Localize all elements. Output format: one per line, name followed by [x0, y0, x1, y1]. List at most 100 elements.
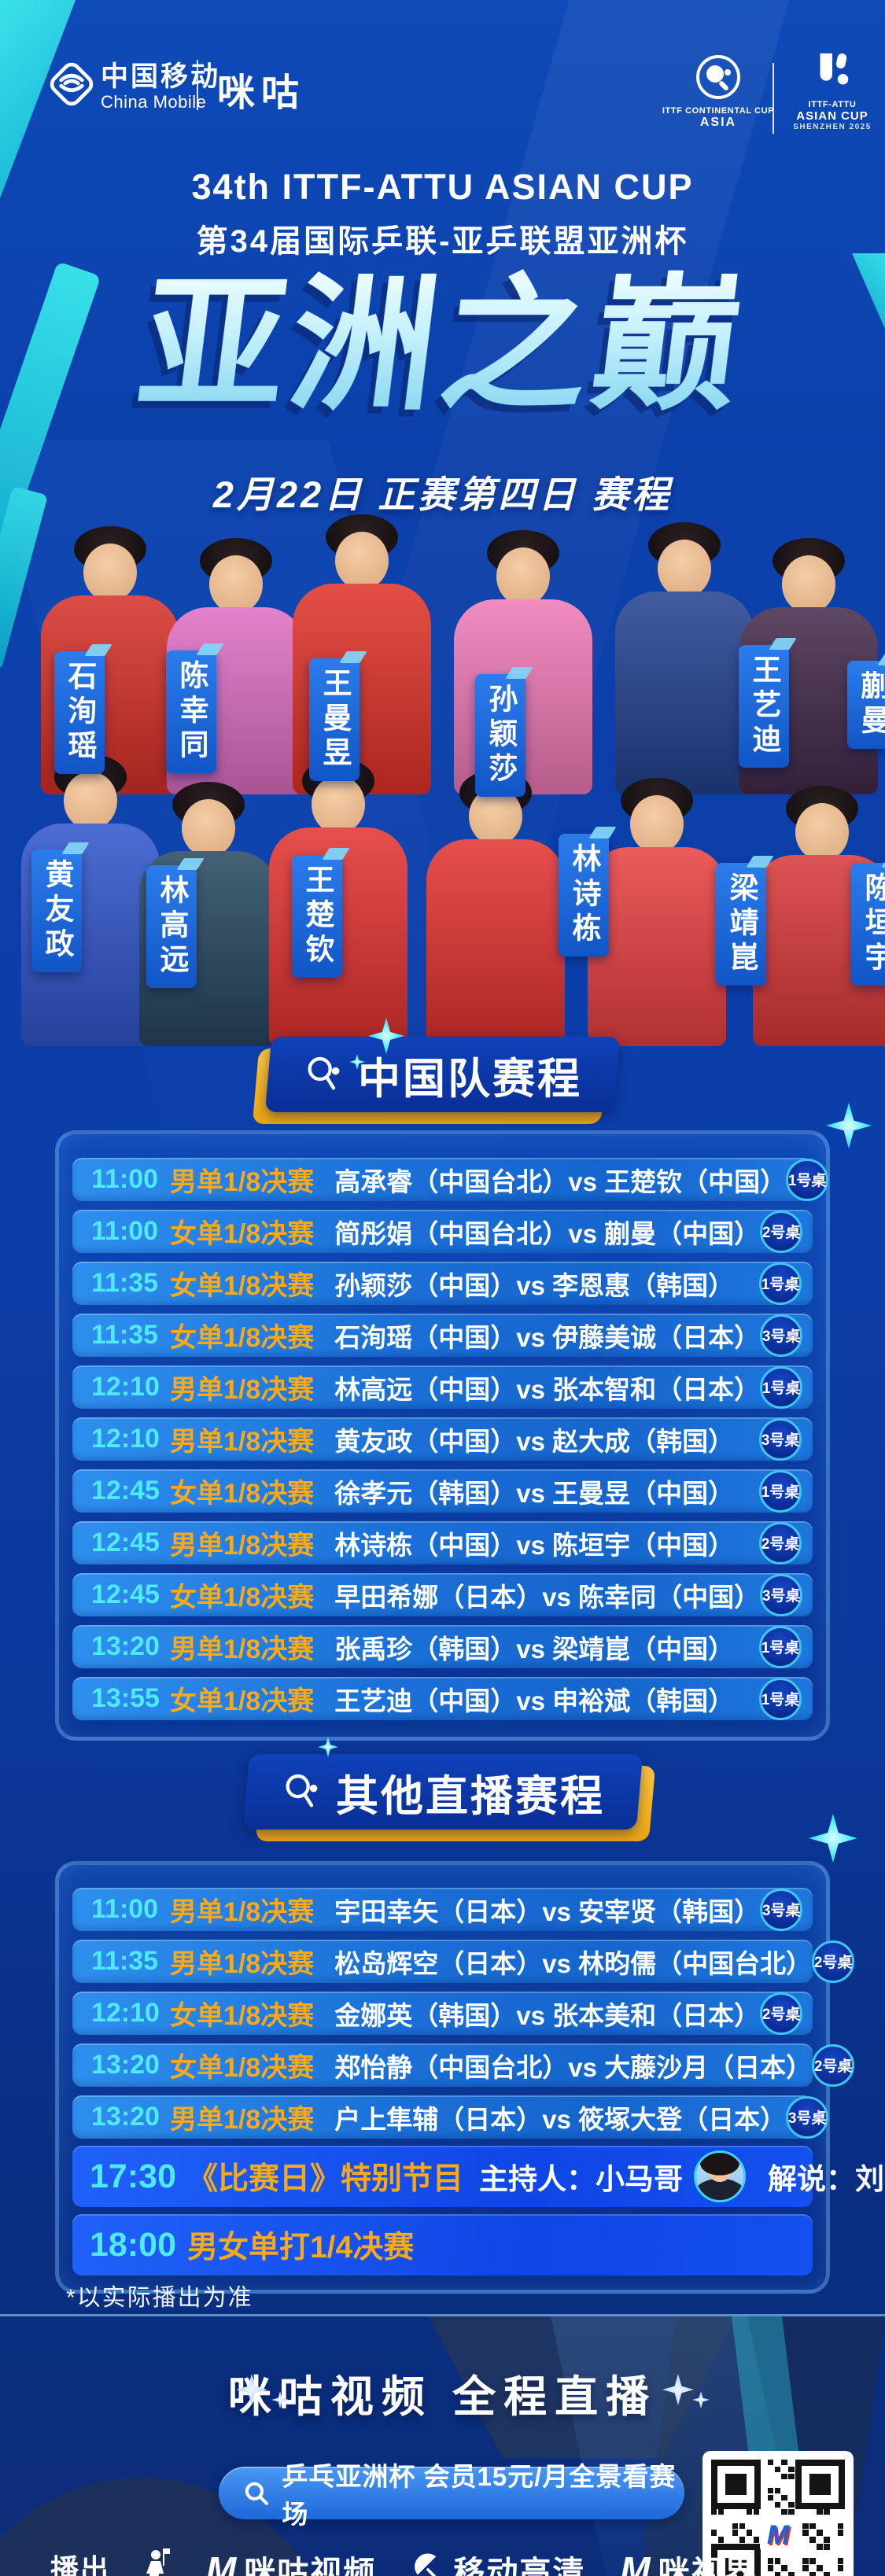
schedule-row: 12:10 男单1/8决赛 林高远（中国）vs 张本智和（日本） 1号桌 — [72, 1365, 813, 1409]
player-name-tag: 林高远 — [146, 865, 197, 988]
match-players: 郑怡静（中国台北）vs 大藤沙月（日本） — [334, 2052, 813, 2082]
asian-cup-icon — [820, 53, 849, 85]
match-players: 简彤娟（中国台北）vs 蒯曼（中国） — [334, 1218, 761, 1248]
platform-migu-video: M 咪咕视频 — [206, 2547, 376, 2576]
china-mobile-wordmark: 中国移动 China Mobile — [101, 61, 221, 112]
match-event: 男单1/8决赛 — [170, 1949, 315, 1979]
match-time: 11:00 — [91, 1216, 159, 1246]
player-name-tag: 石洵瑶 — [54, 651, 105, 774]
table-badge: 3号桌 — [760, 1314, 803, 1357]
person-flag-icon — [146, 2548, 171, 2576]
player-name-tag: 孙颖莎 — [475, 674, 525, 797]
section-header-other: 其他直播赛程 — [0, 1754, 885, 1841]
match-event: 男单1/8决赛 — [170, 1427, 315, 1457]
match-event: 男单1/8决赛 — [170, 1634, 315, 1664]
player-name-tag: 王艺迪 — [739, 645, 789, 768]
china-schedule-panel: 11:00 男单1/8决赛 高承睿（中国台北）vs 王楚钦（中国） 1号桌 11:00 女… — [55, 1130, 830, 1741]
footer-divider — [0, 2314, 885, 2316]
match-event: 女单1/8决赛 — [170, 1479, 315, 1509]
table-badge: 3号桌 — [760, 1888, 803, 1931]
platform-label: 移动高清 — [453, 2556, 586, 2576]
migu-logo: 咪咕 — [217, 72, 306, 114]
china-mobile-logo-icon — [46, 58, 98, 114]
schedule-row: 11:35 女单1/8决赛 孙颖莎（中国）vs 李恩惠（韩国） 1号桌 — [72, 1262, 813, 1305]
asian-cup-city: SHENZHEN 2025 — [793, 123, 872, 131]
player-name-tag: 黄友政 — [31, 849, 82, 972]
event-title-cn: 第34届国际乒联-亚乒联盟亚洲杯 — [196, 224, 689, 259]
event-title-en: 34th ITTF-ATTU ASIAN CUP — [191, 167, 694, 207]
match-time: 13:20 — [91, 2050, 160, 2080]
table-badge: 3号桌 — [759, 1417, 802, 1461]
schedule-row: 12:45 女单1/8决赛 早田希娜（日本）vs 陈幸同（中国） 3号桌 — [72, 1573, 813, 1616]
satellite-dish-icon — [415, 2553, 437, 2576]
match-event: 女单1/8决赛 — [170, 1219, 315, 1249]
match-players: 徐孝元（韩国）vs 王曼昱（中国） — [334, 1478, 735, 1508]
qr-cells — [711, 2460, 845, 2576]
player-name-tag: 蒯曼 — [847, 661, 885, 749]
program-title: 男女单打1/4决赛 — [186, 2231, 415, 2265]
search-banner[interactable]: 乒乓亚洲杯 会员15元/月全景看赛场 — [219, 2462, 684, 2529]
table-badge: 1号桌 — [786, 1158, 829, 1201]
qr-code[interactable]: M — [702, 2451, 854, 2576]
match-event: 女单1/8决赛 — [170, 1271, 315, 1301]
date-line: 2月22日 正赛第四日 赛程 — [212, 474, 673, 515]
main-title: 亚洲之巅 — [0, 264, 885, 427]
match-event: 女单1/8决赛 — [170, 1583, 315, 1612]
continental-cup-asia: ASIA — [699, 116, 737, 129]
schedule-row: 11:35 男单1/8决赛 松岛辉空（日本）vs 林昀儒（中国台北） 2号桌 — [72, 1940, 855, 1983]
match-players: 户上隼辅（日本）vs 筱塚大登（日本） — [334, 2104, 787, 2134]
special-program-row: 18:00 男女单打1/4决赛 — [72, 2214, 813, 2276]
player-name-tag: 林诗栋 — [559, 834, 609, 956]
program-time: 17:30 — [90, 2157, 176, 2195]
migu-m-icon: M — [206, 2549, 237, 2576]
program-host: 主持人：小马哥 — [479, 2163, 683, 2195]
schedule-row: 11:35 女单1/8决赛 石洵瑶（中国）vs 伊藤美诚（日本） 3号桌 — [72, 1314, 813, 1357]
table-badge: 1号桌 — [759, 1469, 802, 1513]
program-time: 18:00 — [90, 2225, 176, 2264]
match-players: 林诗栋（中国）vs 陈垣宇（中国） — [334, 1530, 735, 1560]
match-event: 男单1/8决赛 — [170, 1897, 315, 1927]
match-players: 石洵瑶（中国）vs 伊藤美诚（日本） — [334, 1322, 761, 1352]
table-badge: 2号桌 — [812, 1940, 855, 1983]
player-name-tag: 陈幸同 — [166, 650, 216, 773]
player-photo — [606, 519, 763, 794]
match-players: 林高远（中国）vs 张本智和（日本） — [334, 1374, 761, 1404]
table-badge: 3号桌 — [760, 1573, 803, 1616]
migu-m-icon: M — [760, 2517, 796, 2553]
match-time: 11:35 — [91, 1946, 159, 1976]
special-program-row: 17:30 《比赛日》特别节目 主持人：小马哥 解说：刘国正 — [72, 2146, 885, 2207]
schedule-row: 11:00 男单1/8决赛 高承睿（中国台北）vs 王楚钦（中国） 1号桌 — [72, 1158, 829, 1201]
migu-m-icon: M — [620, 2549, 651, 2576]
footer-slogan: 咪咕视频 全程直播 — [227, 2372, 658, 2421]
player-name-tag: 王曼昱 — [309, 658, 360, 781]
table-badge: 1号桌 — [759, 1677, 802, 1720]
china-schedule-rows: 11:00 男单1/8决赛 高承睿（中国台北）vs 王楚钦（中国） 1号桌 11:00 女… — [72, 1158, 829, 1720]
player-name-tag: 梁靖崑 — [716, 863, 766, 986]
continental-cup-icon — [696, 55, 740, 99]
asian-cup-logo: ITTF-ATTU ASIAN CUP SHENZHEN 2025 — [788, 50, 876, 131]
match-players: 松岛辉空（日本）vs 林昀儒（中国台北） — [334, 1948, 813, 1978]
schedule-row: 12:45 男单1/8决赛 林诗栋（中国）vs 陈垣宇（中国） 2号桌 — [72, 1521, 813, 1564]
program-commentator: 解说：刘国正 — [768, 2163, 885, 2195]
search-icon — [245, 2482, 268, 2505]
match-time: 11:35 — [91, 1268, 159, 1298]
match-event: 女单1/8决赛 — [170, 1323, 315, 1353]
broadcast-label: 播出 — [50, 2553, 111, 2576]
schedule-row: 12:45 女单1/8决赛 徐孝元（韩国）vs 王曼昱（中国） 1号桌 — [72, 1469, 813, 1513]
match-time: 13:20 — [91, 2102, 160, 2132]
china-mobile-cn: 中国移动 — [101, 61, 221, 92]
table-badge: 1号桌 — [759, 1625, 802, 1668]
host-avatar — [694, 2150, 746, 2202]
match-time: 12:45 — [91, 1579, 160, 1609]
schedule-row: 11:00 男单1/8决赛 宇田幸矢（日本）vs 安宰贤（韩国） 3号桌 — [72, 1888, 813, 1931]
player-name-tag: 王楚钦 — [292, 855, 342, 978]
match-time: 12:10 — [91, 1424, 160, 1454]
match-time: 13:20 — [91, 1631, 160, 1661]
broadcast-platform-strip: 播出 M 咪咕视频 移动高清 M 咪视界 — [50, 2547, 758, 2576]
match-event: 男单1/8决赛 — [170, 2105, 315, 2135]
table-badge: 2号桌 — [759, 1521, 802, 1564]
table-badge: 1号桌 — [760, 1365, 803, 1409]
match-time: 11:00 — [91, 1894, 159, 1924]
logo-divider — [773, 63, 774, 134]
